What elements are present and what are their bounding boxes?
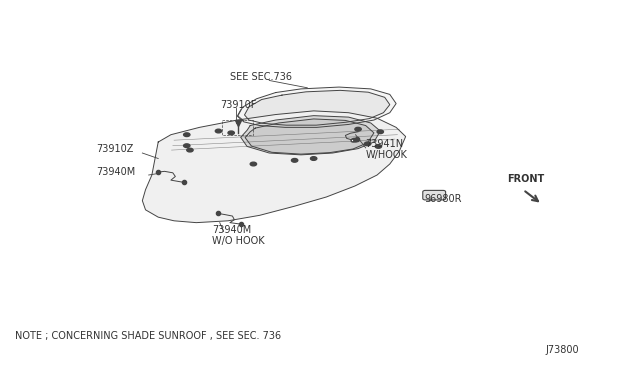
Text: 73941N: 73941N xyxy=(365,139,404,149)
Text: J73800: J73800 xyxy=(545,345,579,355)
Text: 73910F: 73910F xyxy=(220,100,256,110)
Polygon shape xyxy=(237,87,396,127)
Circle shape xyxy=(375,145,381,148)
Circle shape xyxy=(364,142,371,146)
Circle shape xyxy=(291,158,298,162)
Polygon shape xyxy=(245,119,374,154)
Circle shape xyxy=(352,138,358,142)
Polygon shape xyxy=(244,90,390,125)
Text: W/HOOK: W/HOOK xyxy=(365,150,408,160)
Polygon shape xyxy=(142,111,406,223)
FancyBboxPatch shape xyxy=(423,190,445,200)
Text: 73910Z: 73910Z xyxy=(97,144,134,154)
Text: 96980R: 96980R xyxy=(425,195,462,205)
Text: 73940M: 73940M xyxy=(97,167,136,177)
Circle shape xyxy=(184,144,190,148)
Circle shape xyxy=(355,127,361,131)
Circle shape xyxy=(377,130,383,134)
Circle shape xyxy=(310,157,317,160)
Polygon shape xyxy=(241,116,380,155)
Circle shape xyxy=(184,133,190,137)
Circle shape xyxy=(250,162,257,166)
Text: NOTE ; CONCERNING SHADE SUNROOF , SEE SEC. 736: NOTE ; CONCERNING SHADE SUNROOF , SEE SE… xyxy=(15,331,282,341)
Text: FRONT: FRONT xyxy=(507,174,545,185)
Text: W/O HOOK: W/O HOOK xyxy=(212,236,265,246)
Text: 73940M: 73940M xyxy=(212,225,252,235)
Text: SEE SEC.736: SEE SEC.736 xyxy=(230,72,292,82)
Circle shape xyxy=(215,129,221,133)
Circle shape xyxy=(228,131,234,135)
Circle shape xyxy=(187,148,193,152)
